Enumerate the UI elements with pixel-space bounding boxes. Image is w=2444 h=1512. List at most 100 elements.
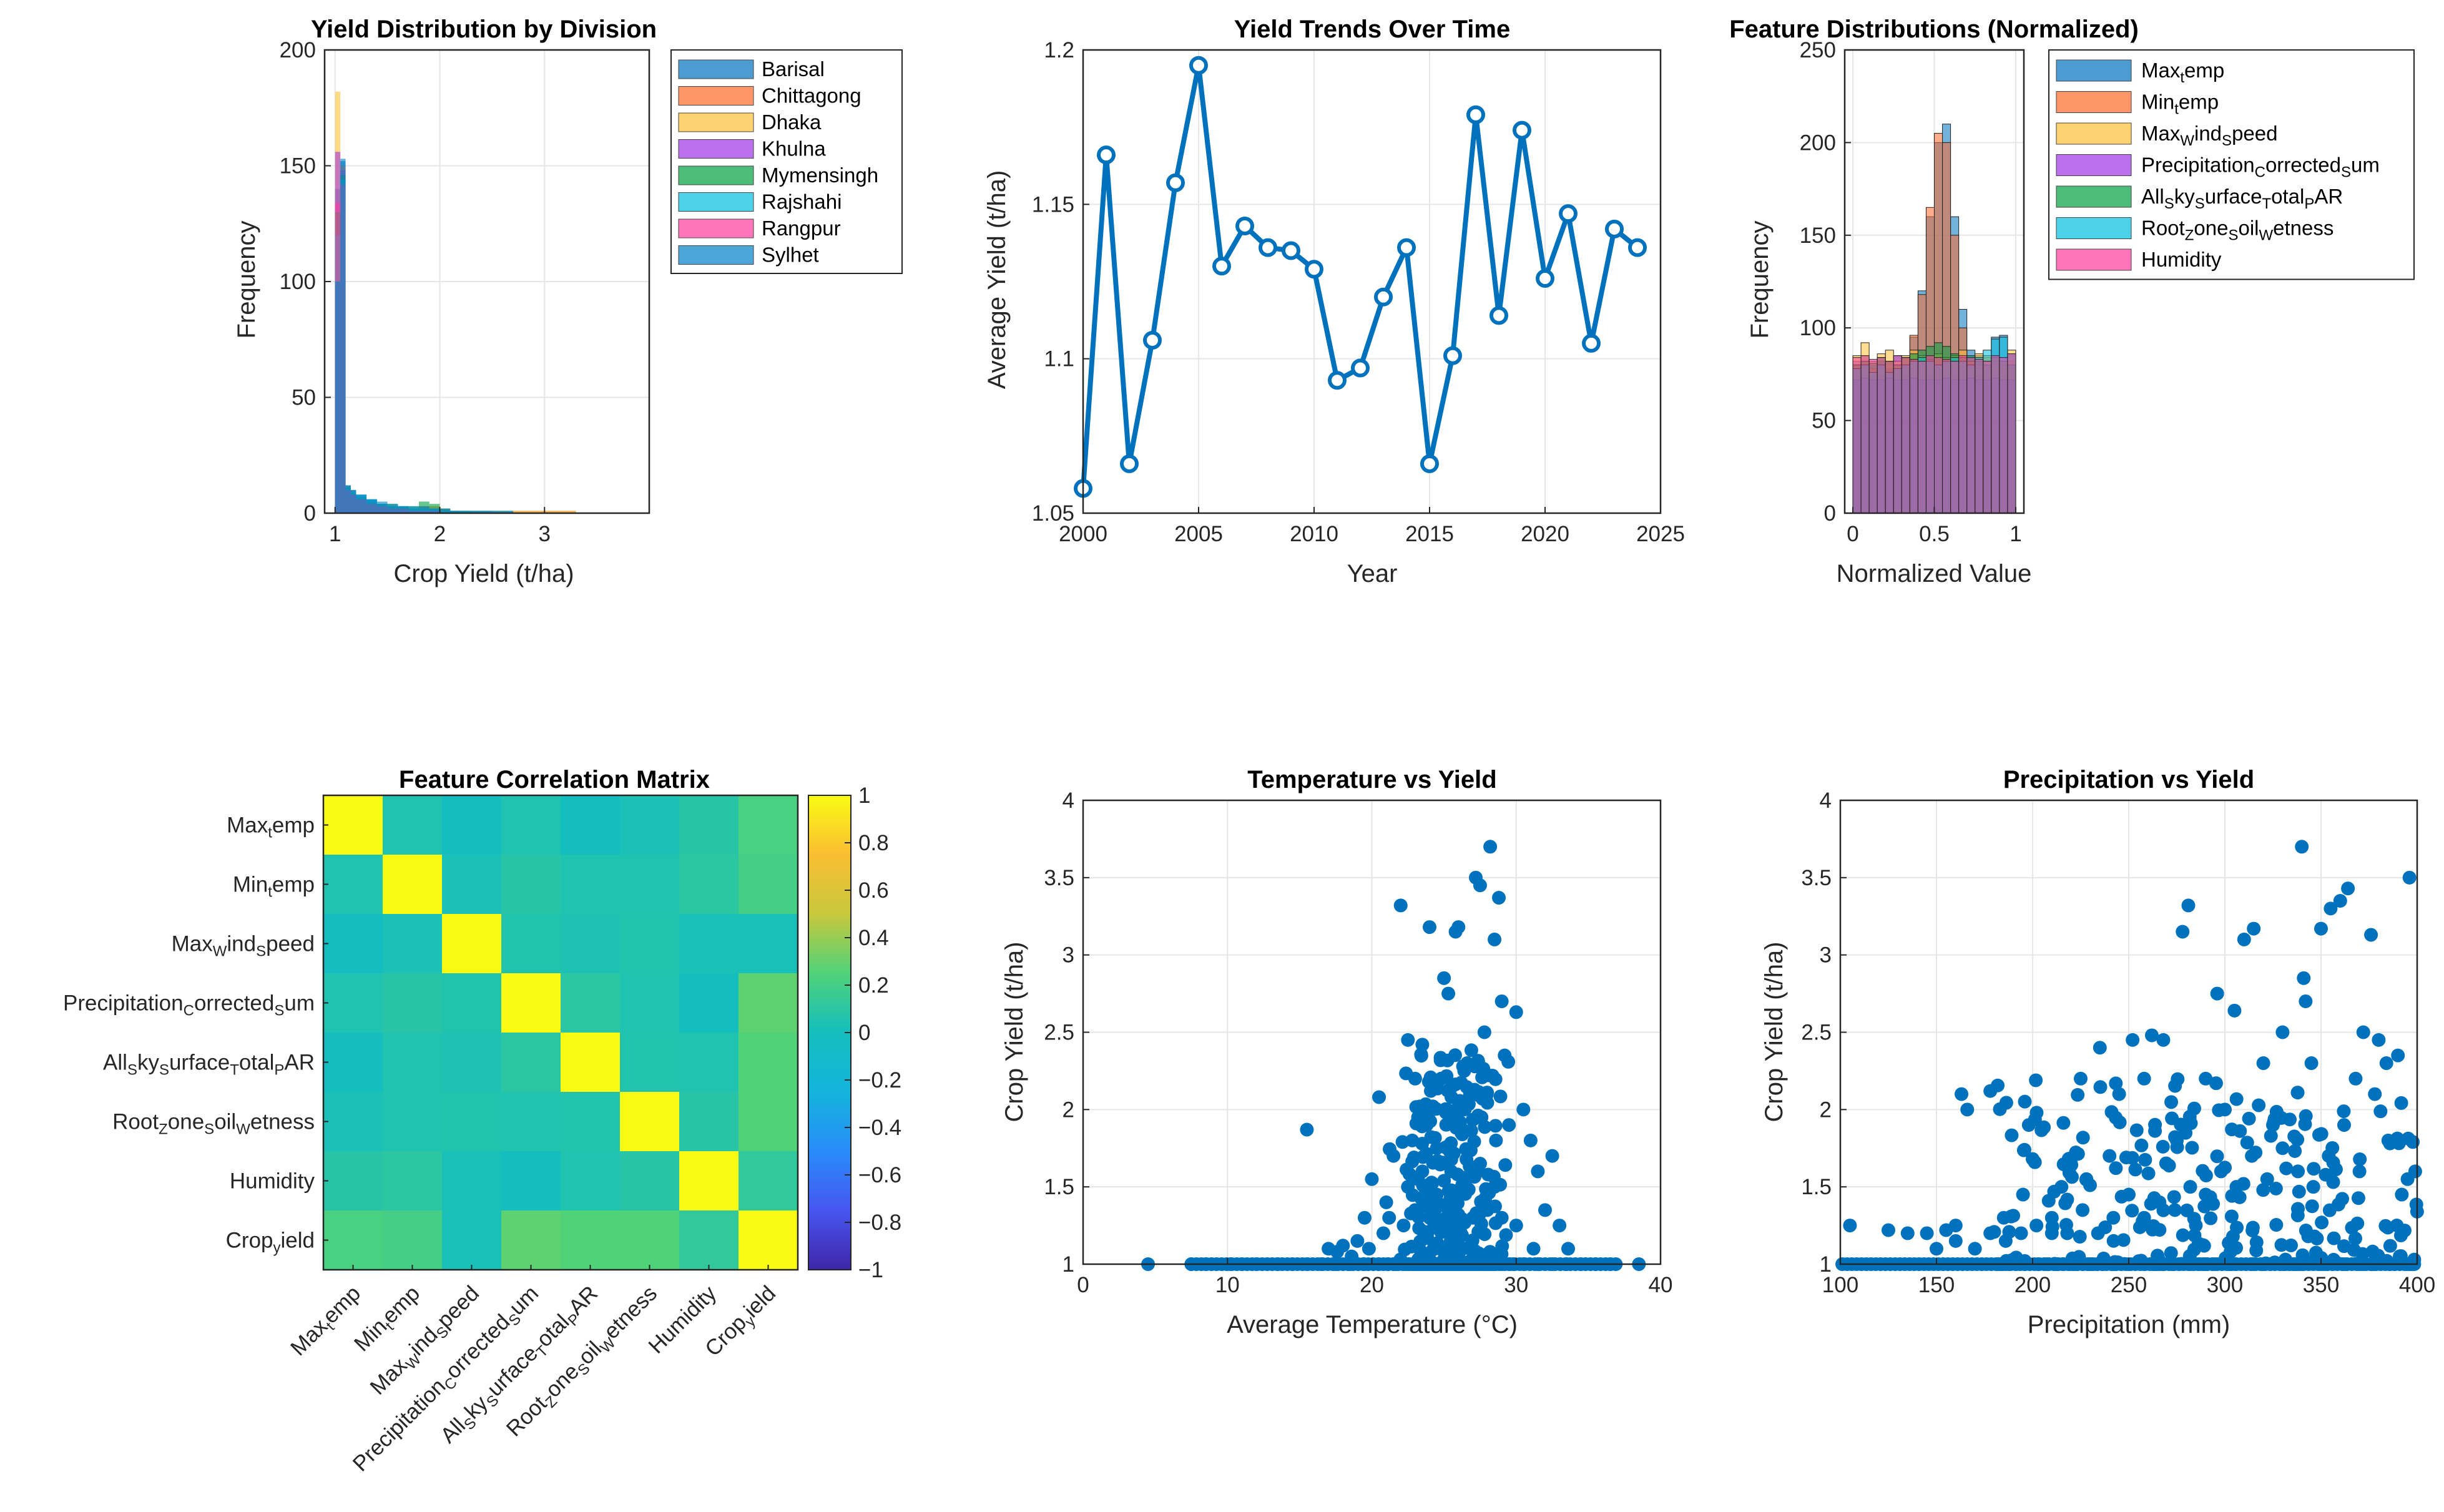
heatmap-cell [501,914,561,973]
scatter-point [2005,1128,2019,1142]
legend-swatch [2056,185,2132,208]
heatmap-cell [620,1092,679,1151]
scatter-point [1492,891,1506,905]
legend-label: Humidity [2141,248,2222,271]
scatter-point [2098,1220,2113,1235]
y-tick-label: 100 [1800,316,1836,340]
scatter-point [2284,1238,2298,1252]
scatter-point [1999,1096,2013,1110]
histogram-bar [1934,357,1943,514]
heatmap-cell [679,973,739,1033]
y-tick-label: 3 [1820,943,1832,968]
temperature-vs-yield-xlabel: Average Temperature (°C) [1227,1311,1518,1338]
scatter-point [1509,1005,1523,1019]
x-tick-label: 250 [2111,1273,2147,1297]
yield-trends-ylabel: Average Yield (t/ha) [983,170,1011,390]
scatter-point [2325,1141,2340,1155]
scatter-point [2324,901,2338,916]
x-tick-label: 0.5 [1919,522,1950,546]
scatter-point [2204,1211,2218,1225]
correlation-matrix-title: Feature Correlation Matrix [399,766,710,793]
scatter-point [2174,1117,2188,1132]
heatmap-cell [383,855,442,914]
trend-marker [1235,216,1254,235]
heatmap-cell [679,1151,739,1210]
scatter-point [1464,1043,1478,1058]
y-tick-label: 3 [1063,943,1074,968]
scatter-point [1489,1133,1503,1147]
scatter-point [1499,1228,1513,1242]
scatter-point [1493,1177,1508,1192]
scatter-point [2353,1152,2367,1166]
histogram-bar [1942,359,1951,514]
heatmap-cell [561,973,620,1033]
scatter-point [2016,1187,2030,1202]
scatter-point [1498,1158,1513,1172]
colorbar-tick-label: −0.8 [858,1210,901,1235]
histogram-bar [1975,359,1984,514]
scatter-point [2004,1209,2018,1224]
scatter-point [1437,971,1451,985]
y-tick-label: 2.5 [1044,1021,1074,1045]
legend-label: MaxWindSpeed [2141,122,2277,149]
heatmap-cell [679,1033,739,1092]
yield-distribution-xlabel: Crop Yield (t/ha) [393,560,574,587]
scatter-point [2209,1076,2223,1091]
scatter-point [2159,1156,2173,1171]
scatter-point [2390,1131,2405,1146]
scatter-point [1991,1078,2005,1092]
scatter-point [1429,1102,1443,1116]
scatter-point [2351,1191,2365,1205]
scatter-point [2252,1098,2266,1112]
scatter-point [2181,898,2196,913]
x-tick-label: 3 [539,522,551,546]
trend-marker [1559,204,1578,223]
legend-label: Barisal [762,57,825,81]
scatter-point [2337,1118,2351,1132]
scatter-point [1444,1136,1458,1151]
scatter-point [2288,1144,2302,1158]
y-tick-label: 0 [1824,501,1836,526]
scatter-point [2352,1164,2367,1179]
scatter-point [2314,1127,2329,1141]
heatmap-cell [442,1210,501,1270]
heatmap-cell [620,855,679,914]
heatmap-cell [739,1092,798,1151]
colorbar-tick-label: −0.2 [858,1068,901,1092]
trend-marker [1605,219,1624,238]
heatmap-row-label: AllSkySurfaceTotalPAR [103,1051,315,1079]
histogram-bar [1885,361,1894,514]
scatter-point [1561,1242,1575,1256]
scatter-point [2132,1220,2147,1234]
scatter-point [2113,1115,2127,1129]
scatter-point [2125,1204,2139,1218]
scatter-point [2029,1219,2044,1233]
x-tick-label: 20 [1360,1273,1384,1297]
scatter-point [1409,1116,1423,1131]
trend-marker [1466,105,1485,124]
scatter-point [2242,1111,2256,1126]
scatter-point [2260,1172,2274,1186]
scatter-point [2322,1203,2337,1217]
scatter-point [2224,1209,2239,1224]
heatmap-cell [679,1210,739,1270]
y-tick-label: 200 [280,38,316,62]
precipitation-vs-yield-ylabel: Crop Yield (t/ha) [1760,941,1788,1122]
scatter-point [2383,1239,2397,1253]
heatmap-cell [679,914,739,973]
scatter-point [2028,1155,2042,1169]
scatter-point [1362,1242,1376,1256]
heatmap-cell [501,1151,561,1210]
y-tick-label: 1.1 [1044,347,1074,371]
heatmap-cell [739,855,798,914]
scatter-point [2210,1149,2224,1164]
scatter-point [2189,1218,2203,1232]
scatter-point [1401,1033,1415,1047]
histogram-bar [398,506,409,513]
histogram-bar [492,511,513,513]
scatter-point [2156,1203,2171,1217]
scatter-point [2269,1181,2283,1195]
heatmap-cell [383,1210,442,1270]
legend-swatch [678,59,754,79]
